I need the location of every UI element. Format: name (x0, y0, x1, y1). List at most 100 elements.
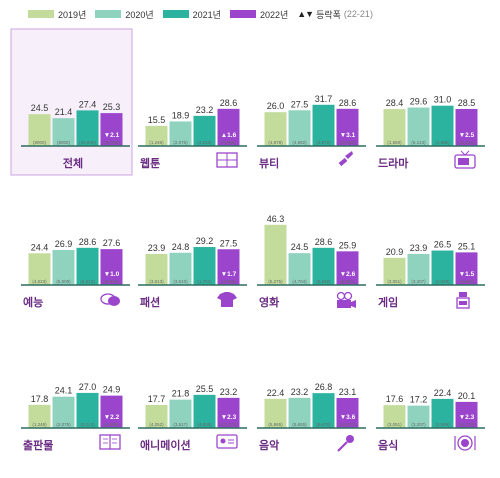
value-label-2020: 23.9 (410, 243, 428, 253)
bar-2019 (145, 125, 168, 146)
bar-2022 (100, 113, 123, 146)
value-label-2021: 29.2 (196, 236, 214, 246)
sample-count-2020: (8000) (57, 140, 71, 145)
panel-3: 28.4 (1,560) 29.6 (6,143) 31.0 (4,850) 28.5 (11… (376, 95, 485, 170)
bar-2022 (217, 108, 240, 146)
value-label-2022: 25.1 (458, 241, 476, 251)
bar-2021 (76, 110, 99, 146)
lipstick-icon (338, 151, 353, 167)
value-label-2020: 24.8 (172, 242, 190, 252)
sample-count-2020: (5,655) (292, 422, 307, 427)
value-label-2020: 29.6 (410, 97, 428, 107)
value-label-2021: 27.4 (79, 99, 97, 109)
value-label-2019: 22.4 (267, 388, 285, 398)
bar-2019 (264, 398, 287, 428)
bar-2022 (336, 108, 359, 146)
value-label-2019: 15.5 (148, 115, 166, 125)
bar-2020 (169, 399, 192, 428)
value-label-2019: 17.7 (148, 394, 166, 404)
bar-2022 (100, 249, 123, 285)
legend-label-2021: 2021년 (192, 9, 221, 20)
value-label-2022: 24.9 (103, 385, 121, 395)
value-label-2022: 23.2 (220, 387, 238, 397)
sample-count-2020: (4,682) (292, 140, 307, 145)
value-label-2021: 22.4 (434, 388, 452, 398)
value-label-2022: 20.1 (458, 391, 476, 401)
bar-2019 (145, 404, 168, 428)
value-label-2020: 21.4 (55, 107, 73, 117)
bar-2022 (455, 252, 478, 285)
bar-2019 (383, 405, 406, 428)
plate-icon (454, 435, 476, 451)
panel-1: 15.5 (1,246) 18.9 (2,075) 23.2 (3,213) 28.6 (7,… (138, 98, 247, 170)
value-label-2019: 17.6 (386, 394, 404, 404)
panel-8: 17.8 (1,246) 24.1 (2,075) 27.0 (3,213) 24.9 (4,… (21, 382, 130, 452)
sample-count-2021: (3,213) (80, 422, 95, 427)
change-label: ▼3.1 (340, 132, 356, 139)
change-label: ▼2.6 (340, 271, 356, 278)
sample-count-2021: (2,049) (435, 279, 450, 284)
sample-count-2019: (4,878) (268, 140, 283, 145)
book-icon (99, 434, 121, 450)
bar-2021 (431, 250, 454, 285)
sample-count-2022: (12,571) (339, 422, 356, 427)
value-label-2021: 28.6 (79, 237, 97, 247)
legend-swatch-2022 (229, 10, 256, 18)
change-label: ▼1.0 (104, 271, 120, 278)
sample-count-2021: (3,872) (316, 140, 331, 145)
change-label: ▼1.7 (221, 271, 237, 278)
value-label-2022: 28.6 (339, 98, 357, 108)
bar-2021 (312, 393, 335, 428)
panel-4: 24.4 (4,623) 26.9 (5,508) 28.6 (5,513) 27.6 (8,… (21, 237, 130, 309)
value-label-2020: 26.9 (55, 239, 73, 249)
sample-count-2019: (5,275) (268, 279, 283, 284)
sample-count-2020: (2,075) (56, 422, 71, 427)
legend-label-2020: 2020년 (125, 9, 154, 20)
bar-2019 (264, 112, 287, 146)
bar-2022 (336, 397, 359, 428)
bar-2020 (169, 121, 192, 146)
value-label-2021: 28.6 (315, 237, 333, 247)
legend-item-2022: 2022년 (229, 8, 288, 21)
sample-count-2019: (8000) (33, 140, 47, 145)
sample-count-2022: (10,174) (220, 422, 237, 427)
sample-count-2020: (6,143) (411, 140, 426, 145)
bar-2020 (288, 253, 311, 285)
category-label: 음식 (378, 438, 398, 452)
sample-count-2022: (8,856) (459, 279, 474, 284)
category-label: 드라마 (378, 156, 409, 170)
sample-count-2020: (2,075) (173, 140, 188, 145)
panel-7: 20.9 (3,051) 23.9 (3,207) 26.5 (2,049) 25.1 (8,… (376, 240, 485, 309)
category-label: 출판물 (23, 438, 53, 452)
value-label-2020: 18.9 (172, 110, 190, 120)
bar-2022 (455, 108, 478, 146)
panel-2: 26.0 (4,878) 27.5 (4,682) 31.7 (3,872) 28.6 (10… (257, 94, 366, 170)
bar-2020 (407, 107, 430, 146)
value-label-2019: 20.9 (386, 247, 404, 257)
change-label: ▼2.3 (221, 414, 237, 421)
value-label-2019: 28.4 (386, 98, 404, 108)
sample-count-2019: (3,051) (387, 279, 402, 284)
bar-2019 (28, 253, 51, 285)
legend-label-2019: 2019년 (58, 9, 87, 20)
webtoon-panels-icon (216, 152, 238, 168)
value-label-2022: 23.1 (339, 387, 357, 397)
value-label-2020: 27.5 (291, 99, 309, 109)
category-label: 게임 (378, 295, 398, 309)
category-label: 영화 (259, 295, 279, 309)
bar-2022 (336, 251, 359, 285)
bar-2021 (431, 398, 454, 428)
panel-10: 22.4 (5,865) 23.2 (5,655) 26.8 (6,679) 23.1 (12… (257, 382, 366, 452)
sample-count-2020: (3,207) (411, 279, 426, 284)
legend-change-range: (22-21) (343, 9, 373, 19)
value-label-2022: 28.5 (458, 98, 476, 108)
panel-0: 24.5 (8000) 21.4 (8000) 27.4 (25,000) 25.3 (25,… (10, 28, 133, 176)
shirt-icon (217, 292, 237, 307)
category-label: 애니메이션 (140, 438, 191, 452)
sample-count-2022: (8,961) (340, 279, 355, 284)
id-card-icon (216, 434, 238, 449)
sample-count-2022: (7,968) (221, 140, 236, 145)
panel-9: 17.7 (4,252) 21.8 (3,517) 25.5 (4,839) 23.2 (10… (138, 384, 247, 452)
bar-2019 (383, 109, 406, 146)
